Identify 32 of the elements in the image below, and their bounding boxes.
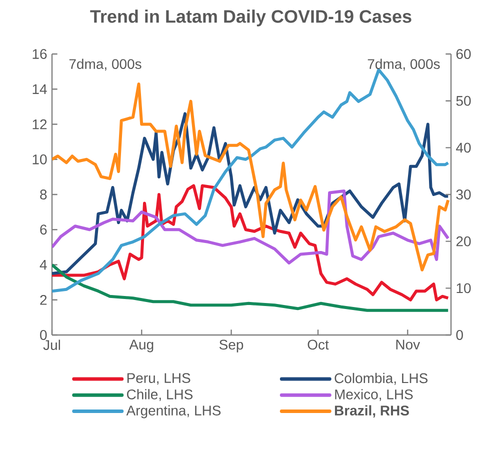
y-tick-label: 8	[40, 190, 47, 200]
x-tick-label: Sep	[219, 340, 244, 352]
y2-tick-label: 20	[456, 236, 471, 246]
legend-label: Argentina, LHS	[126, 405, 221, 418]
line-series	[52, 82, 450, 272]
y2-tick-label: 10	[456, 283, 471, 294]
y-tick-label: 10	[32, 154, 47, 164]
legend-label: Chile, LHS	[127, 389, 193, 402]
y-tick-label: 6	[40, 224, 47, 235]
y2-tick-label: 40	[456, 142, 471, 153]
legend-label: Peru, LHS	[127, 373, 190, 385]
x-tick-label: Nov	[396, 340, 420, 350]
y2-tick-label: 60	[456, 49, 471, 59]
x-tick-label: Jul	[43, 340, 60, 350]
y-tick-label: 2	[40, 294, 47, 305]
y2-axis-title: 7dma, 000s	[368, 58, 440, 71]
y-tick-label: 12	[32, 119, 47, 130]
x-tick-label: Aug	[129, 340, 154, 352]
y2-tick-label: 50	[456, 96, 471, 106]
line-series	[52, 184, 450, 302]
x-tick-label: Oct	[308, 340, 329, 350]
y-tick-label: 0	[40, 330, 47, 340]
legend-label: Mexico, LHS	[335, 389, 413, 402]
y-tick-label: 16	[32, 49, 47, 59]
chart-title: Trend in Latam Daily COVID-19 Cases	[90, 10, 412, 26]
legend-label: Brazil, RHS	[334, 405, 409, 418]
y2-tick-label: 30	[456, 190, 471, 200]
y-tick-label: 14	[32, 84, 47, 94]
y-tick-label: 4	[40, 260, 47, 270]
y2-tick-label: 0	[456, 330, 463, 340]
y-axis-title: 7dma, 000s	[69, 58, 142, 71]
legend-label: Colombia, LHS	[334, 372, 428, 385]
